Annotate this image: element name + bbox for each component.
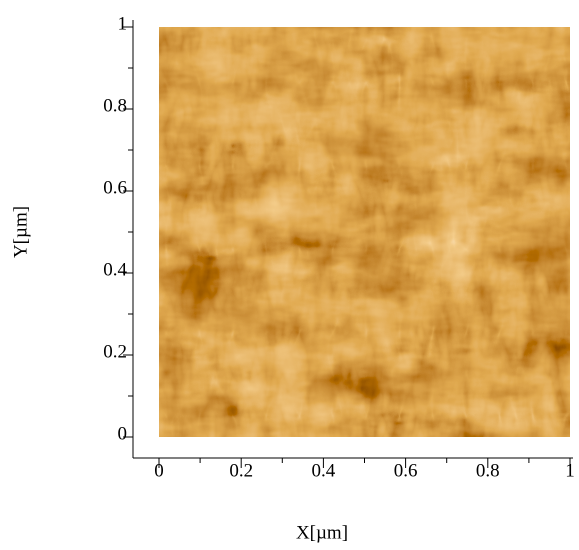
y-tick-label: 0 (118, 423, 128, 444)
x-tick-label: 0.4 (312, 460, 336, 481)
y-tick-label: 0.4 (103, 259, 127, 280)
x-tick-label: 0.6 (394, 460, 418, 481)
x-tick-label: 1 (565, 460, 575, 481)
y-tick-label: 0.8 (103, 95, 127, 116)
y-axis-title: Y[µm] (10, 206, 31, 258)
x-tick-label: 0 (154, 460, 164, 481)
x-tick-label: 0.8 (476, 460, 500, 481)
x-axis-title: X[µm] (296, 522, 348, 543)
afm-image (159, 27, 570, 437)
y-tick-label: 1 (118, 13, 128, 34)
y-tick-label: 0.2 (103, 341, 127, 362)
x-tick-label: 0.2 (229, 460, 253, 481)
y-tick-label: 0.6 (103, 177, 127, 198)
